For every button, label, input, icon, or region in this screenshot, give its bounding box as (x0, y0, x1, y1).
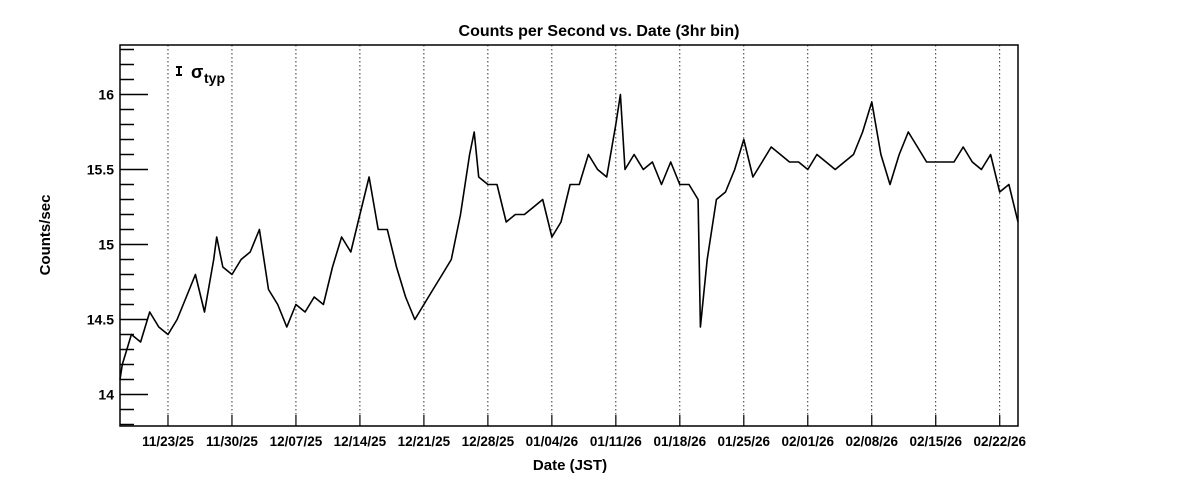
x-tick-label: 02/22/26 (973, 434, 1026, 449)
x-tick-label: 12/14/25 (334, 434, 387, 449)
x-axis-label: Date (JST) (533, 457, 607, 474)
x-tick-label: 02/15/26 (909, 434, 962, 449)
x-tick-label: 11/23/25 (142, 434, 194, 449)
x-tick-label: 12/07/25 (270, 434, 323, 449)
y-axis: 14 14.5 15 15.5 16 (87, 48, 148, 426)
plot-frame (119, 44, 1019, 427)
x-axis: 11/23/25 11/30/25 12/07/25 12/14/25 12/21/25… (142, 415, 1026, 449)
x-tick-label: 12/21/25 (398, 434, 451, 449)
series-group (119, 93, 1019, 380)
y-tick-label: 14.5 (87, 312, 114, 328)
legend: σ typ (176, 62, 225, 86)
y-axis-label: Counts/sec (37, 195, 54, 276)
x-tick-label: 02/01/26 (781, 434, 834, 449)
legend-subscript: typ (204, 70, 225, 86)
y-tick-label: 15.5 (87, 162, 114, 178)
error-bar-icon (176, 66, 182, 76)
x-tick-label: 01/25/26 (718, 434, 771, 449)
y-tick-label: 14 (98, 387, 114, 403)
data-series-line (119, 93, 1019, 380)
y-tick-label: 16 (98, 87, 114, 103)
x-tick-label: 11/30/25 (206, 434, 258, 449)
chart-title: Counts per Second vs. Date (3hr bin) (459, 23, 740, 40)
grid-lines (167, 45, 1001, 426)
x-tick-label: 12/28/25 (462, 434, 515, 449)
x-tick-label: 02/08/26 (845, 434, 898, 449)
x-tick-label: 01/04/26 (526, 434, 579, 449)
x-tick-label: 01/18/26 (654, 434, 707, 449)
x-tick-label: 01/11/26 (590, 434, 642, 449)
legend-sigma: σ (191, 62, 203, 82)
y-tick-label: 15 (98, 237, 114, 253)
